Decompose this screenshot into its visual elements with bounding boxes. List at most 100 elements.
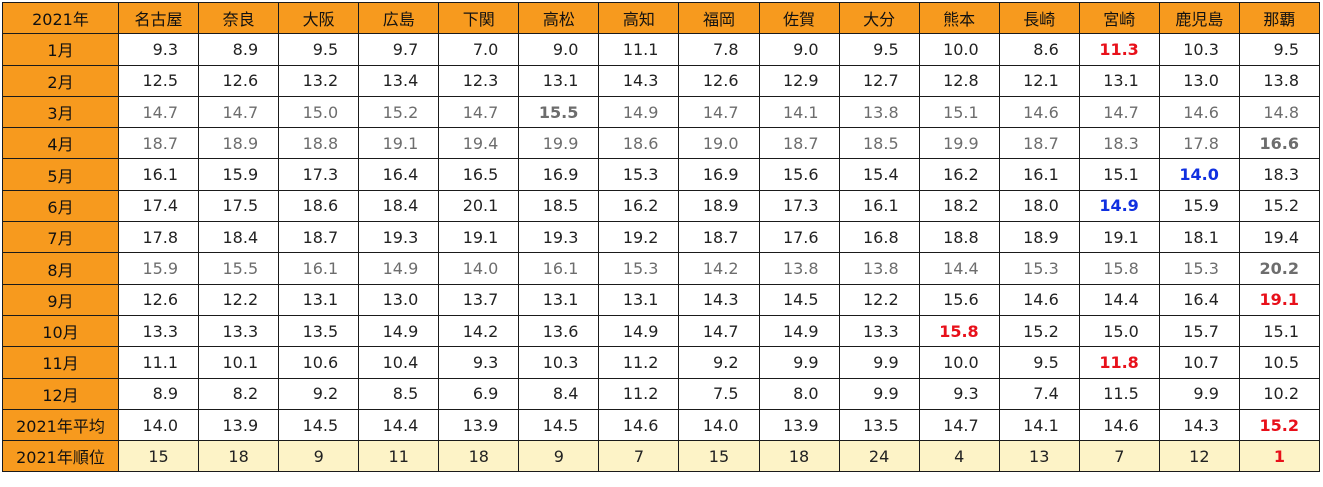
value-cell: 14.7 bbox=[438, 95, 520, 129]
value-cell: 9.3 bbox=[117, 33, 200, 66]
value-cell: 15.1 bbox=[1078, 158, 1160, 191]
value-cell: 14.9 bbox=[358, 314, 440, 348]
value-cell: 10.1 bbox=[198, 346, 280, 379]
value-cell: 13.8 bbox=[838, 252, 920, 285]
row-label: 3月 bbox=[2, 95, 119, 129]
value-cell: 18.6 bbox=[598, 127, 680, 160]
value-cell: 13.5 bbox=[278, 314, 360, 348]
value-cell: 13.9 bbox=[198, 408, 280, 442]
row-label: 2021年平均 bbox=[2, 408, 119, 442]
table-row: 5月 16.1 15.9 17.3 16.4 16.5 16.9 15.3 16.9 15.6 15… bbox=[2, 158, 1321, 191]
value-cell: 12.5 bbox=[117, 64, 200, 97]
value-cell: 13.3 bbox=[198, 314, 280, 348]
city-header: 佐賀 bbox=[758, 1, 840, 35]
row-label: 5月 bbox=[2, 158, 119, 191]
value-cell: 14.6 bbox=[598, 408, 680, 442]
row-label: 2021年順位 bbox=[2, 440, 119, 473]
value-cell: 18.6 bbox=[278, 189, 360, 223]
value-cell: 7.0 bbox=[438, 33, 520, 66]
value-cell: 16.6 bbox=[1238, 127, 1321, 160]
value-cell: 13.9 bbox=[758, 408, 840, 442]
value-cell: 7.4 bbox=[998, 377, 1080, 410]
value-cell: 10.5 bbox=[1238, 346, 1321, 379]
value-cell: 19.1 bbox=[1238, 283, 1321, 316]
value-cell: 17.3 bbox=[758, 189, 840, 223]
value-cell: 15.3 bbox=[598, 252, 680, 285]
value-cell: 10.3 bbox=[518, 346, 600, 379]
rank-cell: 15 bbox=[117, 440, 200, 473]
value-cell: 9.0 bbox=[758, 33, 840, 66]
value-cell: 8.6 bbox=[998, 33, 1080, 66]
value-cell: 17.8 bbox=[1158, 127, 1240, 160]
value-cell: 18.7 bbox=[758, 127, 840, 160]
value-cell: 19.4 bbox=[1238, 221, 1321, 254]
value-cell: 9.5 bbox=[1238, 33, 1321, 66]
value-cell: 13.4 bbox=[358, 64, 440, 97]
table-row: 12月 8.9 8.2 9.2 8.5 6.9 8.4 11.2 7.5 8.0 9.9 9.3 7.4… bbox=[2, 377, 1321, 410]
value-cell: 14.0 bbox=[438, 252, 520, 285]
value-cell: 14.4 bbox=[1078, 283, 1160, 316]
table-row: 4月 18.7 18.9 18.8 19.1 19.4 19.9 18.6 19.0 18.7 18… bbox=[2, 127, 1321, 160]
row-label: 1月 bbox=[2, 33, 119, 66]
value-cell: 11.8 bbox=[1078, 346, 1160, 379]
table-row: 3月 14.7 14.7 15.0 15.2 14.7 15.5 14.9 14.7 14.1 13… bbox=[2, 95, 1321, 129]
table-row: 11月 11.1 10.1 10.6 10.4 9.3 10.3 11.2 9.2 9.9 9.9 1… bbox=[2, 346, 1321, 379]
rank-cell: 24 bbox=[838, 440, 920, 473]
value-cell: 12.6 bbox=[117, 283, 200, 316]
row-label: 8月 bbox=[2, 252, 119, 285]
value-cell: 16.5 bbox=[438, 158, 520, 191]
value-cell: 9.9 bbox=[838, 377, 920, 410]
rank-cell: 7 bbox=[598, 440, 680, 473]
table-row: 2月 12.5 12.6 13.2 13.4 12.3 13.1 14.3 12.6 12.9 12… bbox=[2, 64, 1321, 97]
value-cell: 7.5 bbox=[678, 377, 760, 410]
city-header: 下関 bbox=[438, 1, 520, 35]
value-cell: 13.2 bbox=[278, 64, 360, 97]
rank-cell: 15 bbox=[678, 440, 760, 473]
value-cell: 18.2 bbox=[918, 189, 1000, 223]
value-cell: 17.5 bbox=[198, 189, 280, 223]
value-cell: 10.3 bbox=[1158, 33, 1240, 66]
value-cell: 15.2 bbox=[998, 314, 1080, 348]
value-cell: 15.6 bbox=[758, 158, 840, 191]
value-cell: 8.2 bbox=[198, 377, 280, 410]
value-cell: 19.1 bbox=[358, 127, 440, 160]
rank-cell: 9 bbox=[278, 440, 360, 473]
value-cell: 11.5 bbox=[1078, 377, 1160, 410]
value-cell: 18.4 bbox=[358, 189, 440, 223]
value-cell: 19.9 bbox=[918, 127, 1000, 160]
city-header: 鹿児島 bbox=[1158, 1, 1240, 35]
value-cell: 19.9 bbox=[518, 127, 600, 160]
value-cell: 13.3 bbox=[838, 314, 920, 348]
value-cell: 8.5 bbox=[358, 377, 440, 410]
corner-cell: 2021年 bbox=[2, 1, 119, 35]
value-cell: 13.1 bbox=[598, 283, 680, 316]
value-cell: 15.5 bbox=[198, 252, 280, 285]
value-cell: 14.7 bbox=[678, 314, 760, 348]
value-cell: 13.8 bbox=[838, 95, 920, 129]
value-cell: 16.2 bbox=[598, 189, 680, 223]
value-cell: 9.9 bbox=[1158, 377, 1240, 410]
table-row: 9月 12.6 12.2 13.1 13.0 13.7 13.1 13.1 14.3 14.5 12… bbox=[2, 283, 1321, 316]
value-cell: 15.2 bbox=[358, 95, 440, 129]
value-cell: 15.1 bbox=[918, 95, 1000, 129]
value-cell: 15.9 bbox=[117, 252, 200, 285]
value-cell: 9.3 bbox=[438, 346, 520, 379]
value-cell: 14.9 bbox=[358, 252, 440, 285]
value-cell: 16.1 bbox=[998, 158, 1080, 191]
value-cell: 14.8 bbox=[1238, 95, 1321, 129]
value-cell: 9.9 bbox=[838, 346, 920, 379]
value-cell: 11.2 bbox=[598, 346, 680, 379]
value-cell: 15.7 bbox=[1158, 314, 1240, 348]
value-cell: 19.1 bbox=[438, 221, 520, 254]
value-cell: 15.3 bbox=[598, 158, 680, 191]
city-header: 広島 bbox=[358, 1, 440, 35]
city-header: 名古屋 bbox=[117, 1, 200, 35]
value-cell: 13.8 bbox=[758, 252, 840, 285]
value-cell: 15.9 bbox=[1158, 189, 1240, 223]
rank-cell: 7 bbox=[1078, 440, 1160, 473]
value-cell: 18.5 bbox=[518, 189, 600, 223]
value-cell: 18.7 bbox=[998, 127, 1080, 160]
value-cell: 14.6 bbox=[1158, 95, 1240, 129]
city-header: 高松 bbox=[518, 1, 600, 35]
rank-cell: 9 bbox=[518, 440, 600, 473]
